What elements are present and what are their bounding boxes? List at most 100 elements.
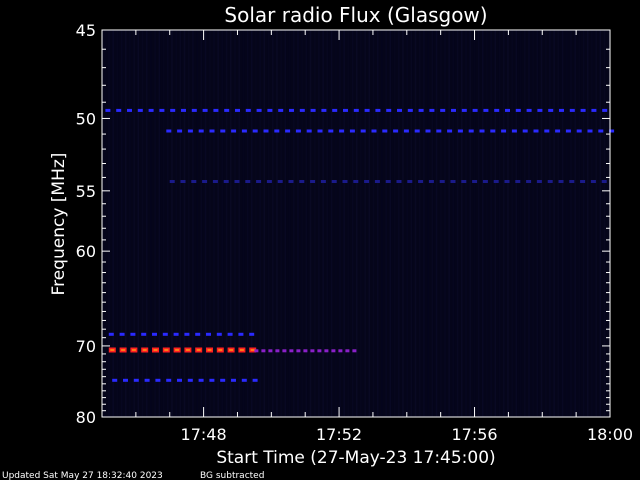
emission-mark	[382, 129, 388, 133]
emission-mark	[289, 349, 294, 353]
emission-mark	[332, 108, 338, 112]
emission-mark	[353, 180, 359, 183]
emission-mark	[213, 108, 219, 112]
emission-mark	[198, 129, 204, 133]
background-stripe	[557, 30, 560, 417]
emission-mark	[576, 129, 582, 133]
background-stripe	[188, 30, 190, 417]
emission-mark	[206, 332, 211, 336]
emission-mark	[249, 332, 255, 336]
emission-mark	[490, 129, 496, 133]
emission-mark	[133, 378, 139, 382]
background-stripe	[175, 30, 177, 417]
emission-mark	[141, 332, 147, 336]
background-stripe	[217, 30, 219, 417]
x-tick-label: 17:48	[181, 425, 227, 444]
background-stripe	[381, 30, 383, 417]
background-stripe	[343, 30, 345, 417]
emission-mark	[364, 108, 370, 112]
updated-timestamp: Updated Sat May 27 18:32:40 2023	[2, 471, 163, 480]
background-stripe	[234, 30, 236, 417]
background-stripe	[221, 30, 224, 417]
background-stripe	[540, 30, 543, 417]
emission-mark	[482, 180, 488, 183]
emission-mark	[602, 108, 608, 112]
background-stripe	[108, 30, 110, 417]
background-stripe	[326, 30, 329, 417]
y-axis-label: Frequency [MHz]	[49, 153, 69, 296]
background-stripe	[141, 30, 144, 417]
emission-mark	[162, 332, 168, 336]
emission-mark	[440, 108, 446, 112]
y-tick-label: 60	[76, 242, 96, 261]
emission-mark	[173, 332, 179, 336]
emission-mark	[288, 180, 294, 183]
emission-mark	[252, 129, 258, 133]
emission-bands	[105, 108, 615, 382]
emission-mark	[565, 129, 571, 133]
emission-mark	[256, 108, 262, 112]
background-stripe	[419, 30, 421, 417]
emission-mark	[414, 129, 420, 133]
background-stripe	[339, 30, 341, 417]
background-stripe	[427, 30, 429, 417]
emission-mark	[108, 332, 114, 336]
background-stripe	[225, 30, 228, 417]
background-stripe	[431, 30, 434, 417]
emission-mark	[364, 180, 370, 183]
background-stripe	[322, 30, 324, 417]
background-stripe	[582, 30, 585, 417]
emission-mark	[397, 108, 402, 112]
background-stripe	[276, 30, 278, 417]
emission-mark	[558, 180, 564, 183]
emission-mark	[285, 129, 291, 133]
emission-mark	[267, 108, 273, 112]
emission-mark	[559, 108, 564, 112]
emission-mark	[472, 180, 478, 183]
emission-mark-core	[131, 349, 136, 351]
background-stripe	[356, 30, 358, 417]
background-stripe	[154, 30, 156, 417]
background-stripe	[486, 30, 488, 417]
emission-mark	[155, 378, 161, 382]
background-stripe	[503, 30, 505, 417]
emission-mark	[212, 180, 218, 183]
emission-mark	[166, 378, 172, 382]
emission-mark	[170, 108, 176, 112]
emission-mark	[468, 129, 474, 133]
emission-mark	[289, 108, 294, 112]
emission-mark	[526, 180, 532, 183]
background-stripe	[183, 30, 186, 417]
emission-mark	[328, 129, 334, 133]
emission-mark	[184, 332, 190, 336]
background-stripe	[125, 30, 127, 417]
background-stripe	[377, 30, 379, 417]
background-stripe	[570, 30, 572, 417]
emission-mark	[187, 129, 193, 133]
background-stripe	[267, 30, 270, 417]
emission-mark	[195, 332, 201, 336]
emission-mark	[220, 129, 226, 133]
emission-mark	[472, 108, 478, 112]
x-tick-label: 18:00	[587, 425, 633, 444]
plot-frame	[101, 29, 611, 418]
background-stripe	[314, 30, 316, 417]
background-stripe	[209, 30, 211, 417]
background-stripe	[465, 30, 467, 417]
x-axis-label: Start Time (27-May-23 17:45:00)	[216, 448, 495, 468]
background-stripe	[196, 30, 198, 417]
emission-mark	[177, 129, 183, 133]
emission-mark	[191, 180, 197, 183]
emission-mark	[505, 108, 510, 112]
emission-mark	[533, 129, 539, 133]
background-stripe	[507, 30, 509, 417]
background-stripe	[528, 30, 530, 417]
background-stripe	[116, 30, 119, 417]
background-stripe	[167, 30, 169, 417]
emission-mark	[231, 129, 237, 133]
background-stripe	[524, 30, 526, 417]
background-stripe	[545, 30, 547, 417]
emission-mark	[447, 129, 453, 133]
background-stripe	[511, 30, 513, 417]
